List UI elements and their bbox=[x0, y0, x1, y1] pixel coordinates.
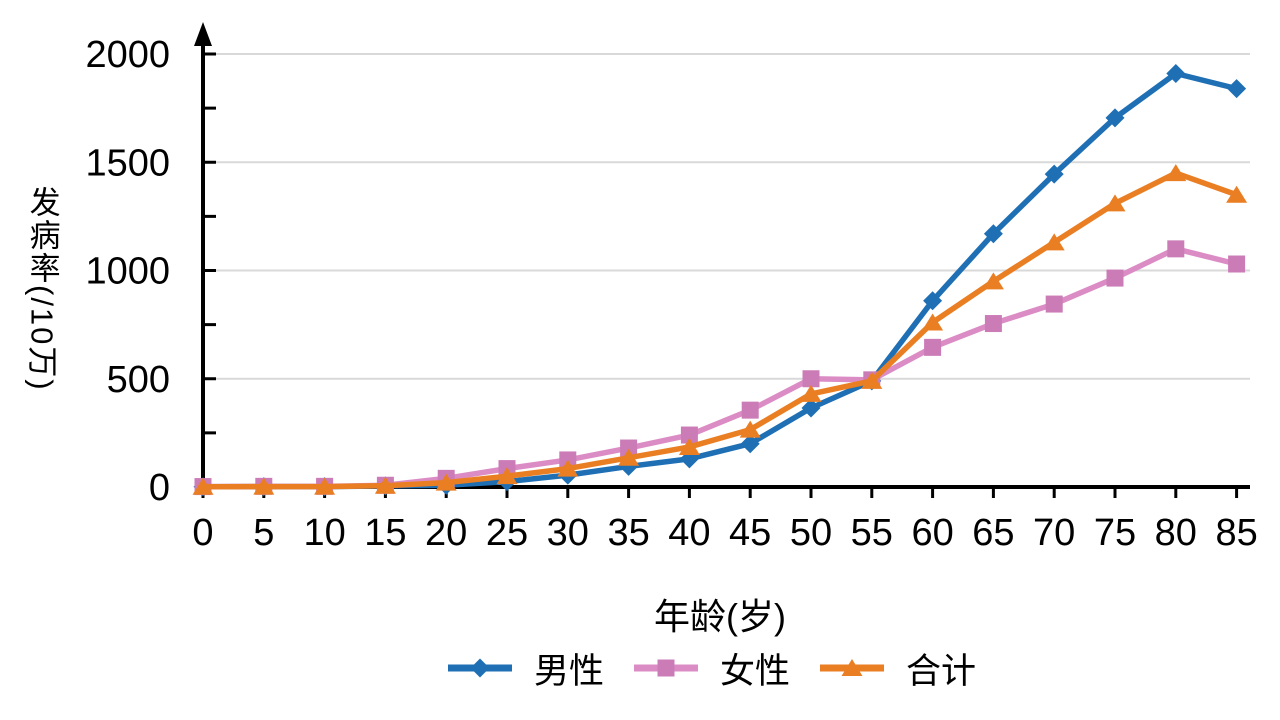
series-male-marker bbox=[983, 224, 1003, 244]
legend-item-female: 女性 bbox=[630, 643, 790, 694]
x-tick-label: 45 bbox=[729, 512, 771, 554]
series-total-marker bbox=[739, 420, 761, 438]
series-male-marker bbox=[923, 291, 943, 311]
series-total-marker bbox=[314, 477, 336, 495]
legend-item-total: 合计 bbox=[816, 643, 976, 694]
series-total-marker bbox=[922, 313, 944, 331]
y-axis-title-unit: (/10万) bbox=[24, 285, 60, 392]
series-female-marker bbox=[1045, 295, 1063, 313]
x-tick-label: 25 bbox=[486, 512, 528, 554]
series-total-marker bbox=[982, 272, 1004, 290]
series-total-marker bbox=[1165, 164, 1187, 182]
legend-marker-male bbox=[470, 658, 490, 678]
x-axis-title: 年龄(岁) bbox=[654, 596, 786, 637]
legend-label-total: 合计 bbox=[906, 651, 977, 691]
legend-marker-female bbox=[657, 659, 675, 677]
series-total-marker bbox=[374, 476, 396, 494]
series-female-marker bbox=[680, 426, 698, 444]
y-tick-label: 500 bbox=[107, 359, 170, 401]
x-tick-label: 20 bbox=[425, 512, 467, 554]
series-total-marker bbox=[861, 371, 883, 389]
x-tick-label: 80 bbox=[1155, 512, 1197, 554]
x-tick-label: 50 bbox=[790, 512, 832, 554]
series-total-marker bbox=[1043, 233, 1065, 251]
series-female-marker bbox=[620, 439, 638, 457]
series-male-marker bbox=[1166, 63, 1186, 83]
legend-diamond-icon bbox=[447, 658, 512, 678]
series-female-marker bbox=[1106, 269, 1124, 287]
y-axis-title-text: 发病率 bbox=[24, 186, 60, 285]
series-male-marker bbox=[1227, 79, 1247, 99]
x-tick-label: 70 bbox=[1033, 512, 1075, 554]
legend-square-icon bbox=[633, 659, 698, 677]
series-total-marker bbox=[800, 384, 822, 402]
legend-triangle-icon bbox=[820, 659, 884, 676]
x-tick-label: 60 bbox=[911, 512, 953, 554]
series-total-marker bbox=[678, 437, 700, 455]
legend-label-female: 女性 bbox=[719, 651, 790, 691]
chart-legend: 男性 女性 合计 bbox=[160, 646, 1260, 691]
series-total-marker bbox=[557, 459, 579, 477]
y-tick-label: 2000 bbox=[85, 34, 170, 76]
x-tick-label: 10 bbox=[303, 512, 345, 554]
x-tick-label: 65 bbox=[972, 512, 1014, 554]
x-tick-label: 35 bbox=[607, 512, 649, 554]
y-tick-label: 1000 bbox=[85, 251, 170, 293]
x-tick-label: 30 bbox=[547, 512, 589, 554]
series-female-marker bbox=[802, 370, 820, 388]
x-tick-label: 55 bbox=[851, 512, 893, 554]
series-total-marker bbox=[192, 477, 214, 495]
series-total-marker bbox=[253, 477, 275, 495]
y-tick-label: 0 bbox=[149, 467, 170, 509]
series-total-marker bbox=[1104, 194, 1126, 212]
x-tick-label: 75 bbox=[1094, 512, 1136, 554]
series-female-marker bbox=[1167, 240, 1185, 258]
series-male-marker bbox=[1044, 164, 1064, 184]
series-female-marker bbox=[984, 315, 1002, 333]
series-total-marker bbox=[1226, 185, 1248, 203]
series-total-line bbox=[202, 170, 1238, 490]
legend-item-male: 男性 bbox=[444, 643, 604, 694]
x-tick-label: 5 bbox=[253, 512, 274, 554]
series-total-marker bbox=[435, 473, 457, 491]
x-tick-label: 85 bbox=[1215, 512, 1257, 554]
series-total-marker bbox=[618, 448, 640, 466]
y-axis-arrow-icon bbox=[194, 22, 212, 46]
x-tick-label: 15 bbox=[364, 512, 406, 554]
y-axis-title: 发病率(/10万) bbox=[24, 186, 60, 392]
y-tick-label: 1500 bbox=[85, 142, 170, 184]
series-male-marker bbox=[740, 434, 760, 454]
legend-marker-total bbox=[841, 659, 863, 676]
series-female-marker bbox=[741, 401, 759, 419]
series-male-marker bbox=[1105, 108, 1125, 128]
series-total-marker bbox=[496, 467, 518, 485]
legend-label-male: 男性 bbox=[533, 651, 604, 691]
series-female-marker bbox=[924, 338, 942, 356]
x-tick-label: 0 bbox=[192, 512, 213, 554]
series-female-marker bbox=[1228, 255, 1246, 273]
x-tick-label: 40 bbox=[668, 512, 710, 554]
series-male-marker bbox=[801, 398, 821, 418]
